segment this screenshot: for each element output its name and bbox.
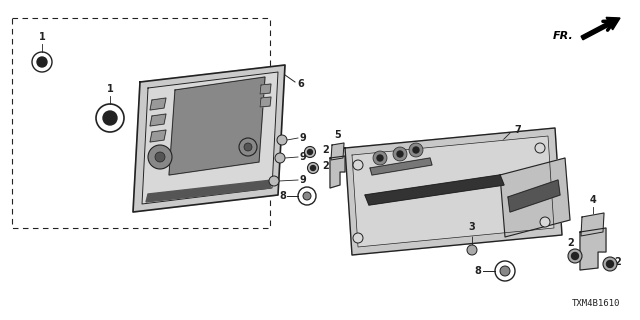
Polygon shape (260, 84, 271, 94)
Text: 2: 2 (614, 257, 621, 267)
Circle shape (572, 252, 579, 260)
Circle shape (269, 176, 279, 186)
Polygon shape (345, 128, 562, 255)
Polygon shape (580, 228, 606, 270)
Circle shape (393, 147, 407, 161)
Circle shape (310, 165, 316, 171)
Polygon shape (169, 77, 265, 175)
Text: 9: 9 (300, 133, 307, 143)
Text: 2: 2 (322, 145, 329, 155)
Text: 7: 7 (514, 125, 521, 135)
Text: 3: 3 (468, 222, 476, 232)
Circle shape (307, 163, 319, 173)
Polygon shape (500, 158, 570, 237)
Polygon shape (352, 136, 554, 247)
Circle shape (148, 145, 172, 169)
Circle shape (305, 147, 316, 157)
Polygon shape (142, 72, 278, 204)
Circle shape (607, 260, 614, 268)
Text: 5: 5 (335, 130, 341, 140)
Polygon shape (581, 213, 604, 236)
Circle shape (277, 135, 287, 145)
Circle shape (244, 143, 252, 151)
Circle shape (377, 155, 383, 161)
Circle shape (540, 217, 550, 227)
Circle shape (500, 266, 510, 276)
Polygon shape (150, 130, 166, 142)
FancyArrow shape (581, 17, 620, 40)
Circle shape (37, 57, 47, 67)
Polygon shape (133, 65, 285, 212)
Text: 1: 1 (38, 32, 45, 42)
Text: 4: 4 (589, 195, 596, 205)
Circle shape (603, 257, 617, 271)
Polygon shape (365, 175, 504, 205)
Polygon shape (150, 114, 166, 126)
Polygon shape (331, 143, 344, 160)
Circle shape (239, 138, 257, 156)
Polygon shape (260, 97, 271, 107)
Text: 8: 8 (279, 191, 286, 201)
Circle shape (155, 152, 165, 162)
Circle shape (397, 151, 403, 157)
Circle shape (568, 249, 582, 263)
Text: TXM4B1610: TXM4B1610 (572, 299, 620, 308)
Text: 1: 1 (107, 84, 113, 94)
Circle shape (303, 192, 311, 200)
Circle shape (535, 143, 545, 153)
Polygon shape (330, 156, 345, 188)
Circle shape (467, 245, 477, 255)
Circle shape (353, 233, 363, 243)
Text: FR.: FR. (553, 31, 574, 41)
Polygon shape (146, 180, 272, 202)
Text: 6: 6 (297, 79, 304, 89)
Text: 2: 2 (322, 161, 329, 171)
Text: 2: 2 (568, 238, 574, 248)
Circle shape (307, 149, 312, 155)
Text: 8: 8 (474, 266, 481, 276)
Circle shape (103, 111, 117, 125)
Circle shape (373, 151, 387, 165)
Circle shape (413, 147, 419, 153)
Polygon shape (150, 98, 166, 110)
Polygon shape (508, 180, 560, 212)
Polygon shape (370, 158, 432, 175)
Text: 9: 9 (300, 152, 307, 162)
Bar (12, 18, 270, 228)
Circle shape (409, 143, 423, 157)
Circle shape (353, 160, 363, 170)
Text: 9: 9 (300, 175, 307, 185)
Circle shape (275, 153, 285, 163)
